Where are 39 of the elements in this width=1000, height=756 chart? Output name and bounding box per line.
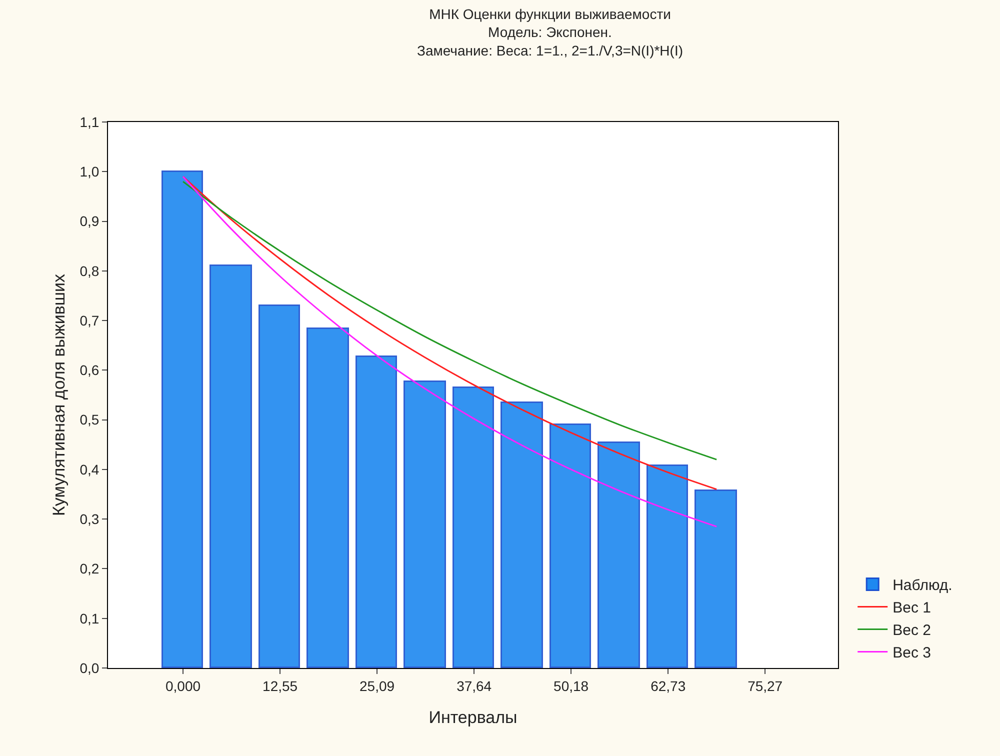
x-tick-label: 50,18	[554, 678, 589, 694]
y-tick-label: 0,0	[80, 660, 100, 676]
y-tick-label: 0,8	[80, 262, 100, 279]
y-tick-label: 0,5	[80, 412, 100, 428]
bar	[646, 464, 688, 668]
y-tick-label: 0,2	[80, 560, 100, 577]
chart-subtitle: Модель: Экспонен. Замечание: Веса: 1=1., 2=1./V,3=N(I)*H(I)	[416, 24, 684, 58]
x-tick-label: 62,73	[650, 678, 686, 694]
y-tick-label: 0,4	[80, 461, 100, 478]
bar	[210, 264, 252, 668]
x-tick-label: 0,000	[165, 678, 201, 694]
bar	[500, 402, 543, 668]
bar	[258, 304, 300, 668]
legend-label: Вес 2	[892, 622, 931, 640]
bar	[306, 328, 349, 668]
bar	[694, 490, 737, 668]
y-tick-label: 0,1	[80, 610, 100, 626]
legend-label: Вес 3	[892, 644, 931, 662]
chart-title: МНК Оценки функции выживаемости	[429, 6, 671, 22]
x-tick-label: 12,55	[262, 678, 298, 694]
y-tick-label: 0,3	[80, 510, 100, 527]
y-tick-label: 1,1	[80, 114, 100, 130]
y-tick-label: 1,0	[80, 164, 100, 180]
bar	[452, 386, 494, 668]
bar	[404, 380, 446, 668]
y-tick-label: 0,7	[80, 312, 100, 328]
x-tick-label: 75,27	[748, 678, 783, 694]
y-tick-label: 0,9	[80, 213, 100, 230]
bar	[550, 424, 591, 668]
x-tick-label: 37,64	[456, 678, 492, 694]
x-axis-title: Интервалы	[428, 708, 518, 728]
legend-label: Наблюд.	[892, 577, 952, 594]
bar	[356, 356, 397, 668]
bar	[598, 442, 640, 668]
y-tick-label: 0,6	[80, 362, 100, 378]
legend-label: Вес 1	[892, 600, 931, 617]
x-tick-label: 25,09	[360, 678, 395, 694]
y-axis-title: Кумулятивная доля выживших	[49, 273, 68, 516]
bar	[162, 170, 203, 668]
